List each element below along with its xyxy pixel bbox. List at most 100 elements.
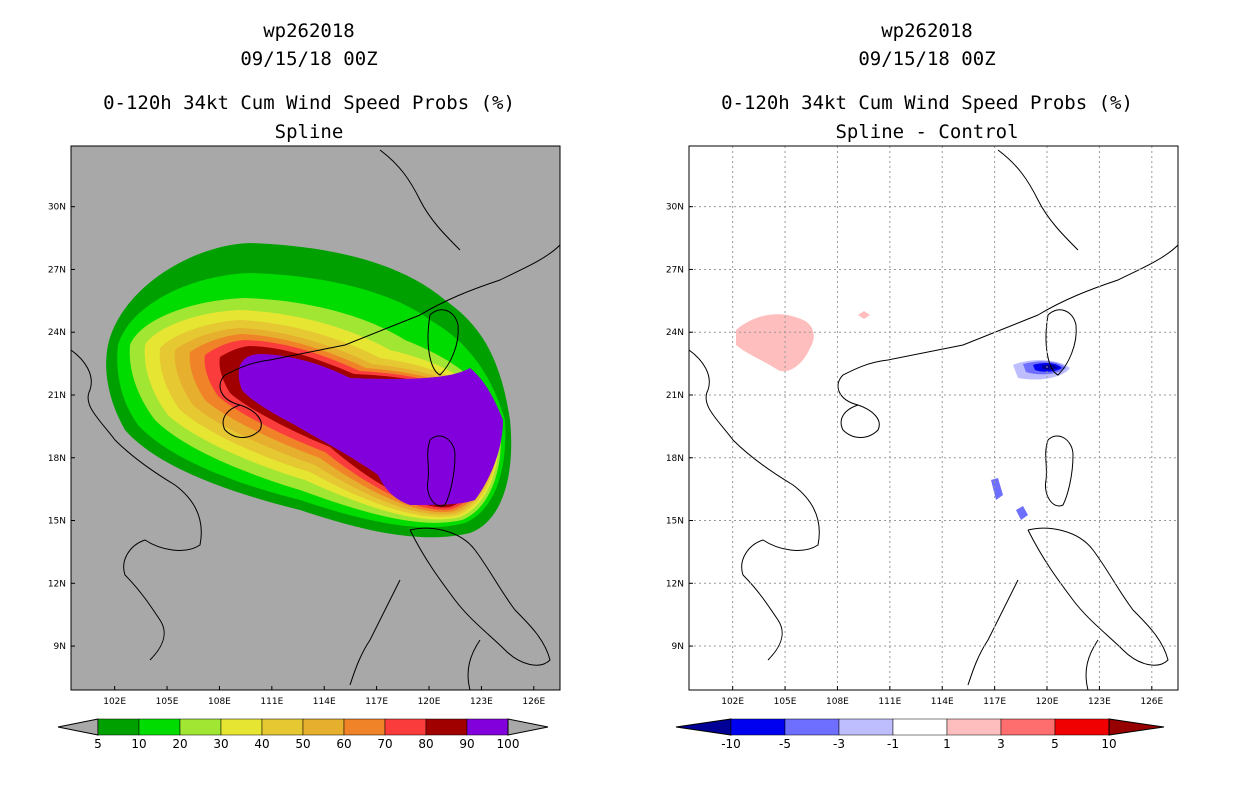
colorbar-label: -3	[833, 737, 845, 751]
lon-tick-label: 108E	[826, 697, 849, 707]
colorbar-low-triangle	[57, 718, 99, 736]
lon-tick-label: 105E	[774, 697, 797, 707]
colorbar-label: 20	[172, 737, 187, 751]
lat-tick-label: 12N	[48, 579, 66, 589]
colorbar-label: 10	[131, 737, 146, 751]
lon-tick-label: 126E	[522, 697, 545, 707]
colorbar-swatch	[838, 718, 894, 736]
colorbar-swatch	[946, 718, 1002, 736]
colorbar-swatch	[466, 718, 509, 736]
left-datetime: 09/15/18 00Z	[240, 48, 378, 70]
colorbar-label: 90	[459, 737, 474, 751]
colorbar-label: 60	[336, 737, 351, 751]
colorbar-swatch	[261, 718, 304, 736]
lon-tick-label: 102E	[721, 697, 744, 707]
diff-patch-negative-south2	[1016, 506, 1028, 520]
lon-tick-label: 117E	[983, 697, 1006, 707]
left-map: 102E 105E 108E 111E 114E 117E 120E 123E 126E 30N 2…	[48, 145, 561, 751]
colorbar-label: 80	[418, 737, 433, 751]
colorbar-label: -5	[779, 737, 791, 751]
lat-tick-label: 21N	[48, 391, 66, 401]
lat-tick-label: 30N	[666, 203, 684, 213]
prob-band-90	[238, 354, 504, 505]
left-storm-id: wp262018	[263, 20, 355, 42]
lat-tick-label: 15N	[666, 517, 684, 527]
right-subtitle: Spline - Control	[835, 121, 1019, 143]
colorbar-label: 50	[295, 737, 310, 751]
colorbar-swatch	[1000, 718, 1056, 736]
diff-patch-positive-small	[736, 314, 814, 372]
lat-tick-label: 18N	[48, 454, 66, 464]
lat-tick-label: 21N	[666, 391, 684, 401]
lon-tick-label: 126E	[1140, 697, 1163, 707]
diff-patch-positive-dot	[858, 311, 870, 319]
lon-tick-label: 111E	[260, 697, 283, 707]
colorbar-swatch	[892, 718, 948, 736]
lat-tick-label: 9N	[54, 642, 66, 652]
right-product-title: 0-120h 34kt Cum Wind Speed Probs (%)	[721, 92, 1133, 114]
colorbar-swatch	[138, 718, 181, 736]
colorbar-swatch	[179, 718, 222, 736]
lon-tick-label: 120E	[418, 697, 441, 707]
right-gridlines	[689, 146, 1178, 690]
right-map-frame	[688, 145, 1179, 691]
colorbar-swatch	[343, 718, 386, 736]
lon-tick-label: 108E	[208, 697, 231, 707]
lon-tick-label: 111E	[878, 697, 901, 707]
colorbar-swatch	[302, 718, 345, 736]
lat-tick-label: 12N	[666, 579, 684, 589]
colorbar-label: 5	[94, 737, 102, 751]
left-subtitle: Spline	[274, 121, 344, 143]
lat-tick-label: 24N	[48, 328, 66, 338]
right-storm-id: wp262018	[881, 20, 973, 42]
lon-tick-label: 114E	[931, 697, 954, 707]
lon-tick-label: 123E	[1088, 697, 1111, 707]
colorbar-swatch	[97, 718, 140, 736]
colorbar-label: 100	[497, 737, 520, 751]
colorbar-label: 70	[377, 737, 392, 751]
right-panel: wp262018 09/15/18 00Z 0-120h 34kt Cum Wi…	[618, 0, 1236, 800]
colorbar-high-triangle	[507, 718, 549, 736]
left-map-frame	[70, 145, 561, 691]
lat-tick-label: 30N	[48, 203, 66, 213]
left-axis-ticks: 102E 105E 108E 111E 114E 117E 120E 123E 126E 30N 2…	[48, 203, 546, 707]
colorbar-label: 1	[943, 737, 951, 751]
lat-tick-label: 15N	[48, 517, 66, 527]
colorbar-high-triangle	[1108, 718, 1165, 736]
colorbar-low-triangle	[675, 718, 732, 736]
right-colorbar: -10 -5 -3 -1 1 3 5 10	[675, 718, 1165, 751]
lon-tick-label: 114E	[313, 697, 336, 707]
colorbar-label: 5	[1051, 737, 1059, 751]
colorbar-label: 10	[1101, 737, 1116, 751]
colorbar-label: 3	[997, 737, 1005, 751]
colorbar-swatch	[425, 718, 468, 736]
colorbar-label: -1	[887, 737, 899, 751]
right-datetime: 09/15/18 00Z	[858, 48, 996, 70]
left-product-title: 0-120h 34kt Cum Wind Speed Probs (%)	[103, 92, 515, 114]
diff-patch-negative-core	[1041, 364, 1058, 370]
colorbar-swatch	[384, 718, 427, 736]
lat-tick-label: 27N	[666, 265, 684, 275]
lat-tick-label: 18N	[666, 454, 684, 464]
colorbar-swatch	[784, 718, 840, 736]
lon-tick-label: 102E	[103, 697, 126, 707]
colorbar-label: 40	[254, 737, 269, 751]
colorbar-swatch	[1054, 718, 1110, 736]
lon-tick-label: 120E	[1036, 697, 1059, 707]
lat-tick-label: 24N	[666, 328, 684, 338]
left-coastlines	[71, 149, 560, 690]
lon-tick-label: 123E	[470, 697, 493, 707]
right-map-background	[689, 146, 1178, 690]
colorbar-swatch	[220, 718, 263, 736]
lat-tick-label: 9N	[672, 642, 684, 652]
right-axis-ticks: 102E 105E 108E 111E 114E 117E 120E 123E 126E 30N 2…	[666, 203, 1164, 707]
lon-tick-label: 117E	[365, 697, 388, 707]
right-coastlines	[689, 149, 1178, 690]
left-panel: wp262018 09/15/18 00Z 0-120h 34kt Cum Wi…	[48, 20, 561, 751]
left-colorbar: 5 10 20 30 40 50 60 70 80 90 100	[57, 718, 549, 751]
right-map: 102E 105E 108E 111E 114E 117E 120E 123E 126E 30N 2…	[666, 145, 1179, 751]
colorbar-label: -10	[721, 737, 741, 751]
lat-tick-label: 27N	[48, 265, 66, 275]
diff-patch-negative-south1	[991, 478, 1003, 500]
colorbar-swatch	[730, 718, 786, 736]
